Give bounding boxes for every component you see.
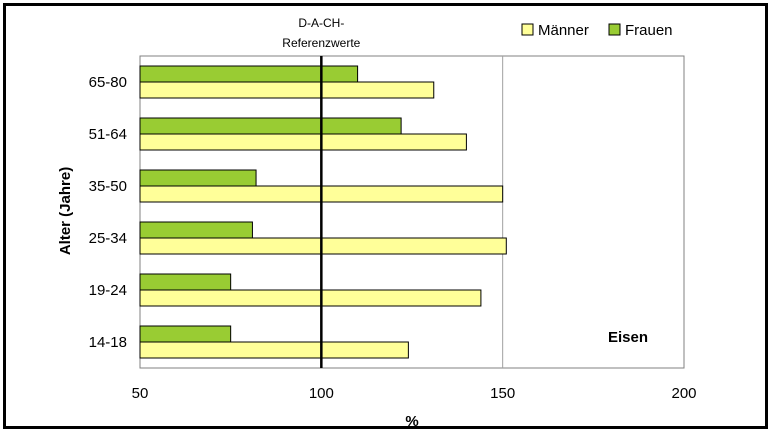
x-tick-label: 150 [490, 385, 515, 402]
legend-swatch-maenner [521, 23, 534, 36]
plot-area [139, 55, 685, 369]
bar-frauen-65-80 [139, 65, 359, 83]
legend: Männer Frauen [521, 22, 673, 39]
y-tick-label: 51-64 [89, 126, 127, 143]
bar-maenner-14-18 [139, 341, 409, 359]
bar-maenner-65-80 [139, 81, 435, 99]
legend-label-frauen: Frauen [625, 22, 673, 39]
bar-frauen-14-18 [139, 325, 232, 343]
bar-frauen-51-64 [139, 117, 402, 135]
reference-label-line2: Referenzwerte [282, 36, 360, 50]
x-tick-label: 50 [132, 385, 149, 402]
y-tick-label: 25-34 [89, 230, 127, 247]
bar-maenner-25-34 [139, 237, 507, 255]
bar-frauen-35-50 [139, 169, 257, 187]
bar-frauen-19-24 [139, 273, 232, 291]
annotation-eisen: Eisen [608, 329, 648, 346]
y-tick-label: 19-24 [89, 282, 127, 299]
reference-label-line1: D-A-CH- [298, 16, 344, 30]
legend-label-maenner: Männer [538, 22, 589, 39]
x-tick-label: 200 [671, 385, 696, 402]
y-tick-label: 14-18 [89, 334, 127, 351]
x-tick-label: 100 [309, 385, 334, 402]
y-tick-label: 35-50 [89, 178, 127, 195]
bar-maenner-19-24 [139, 289, 482, 307]
bar-frauen-25-34 [139, 221, 253, 239]
x-axis-title: % [405, 413, 418, 430]
y-axis-title: Alter (Jahre) [57, 167, 74, 255]
y-tick-label: 65-80 [89, 74, 127, 91]
legend-swatch-frauen [608, 23, 621, 36]
bar-maenner-51-64 [139, 133, 467, 151]
